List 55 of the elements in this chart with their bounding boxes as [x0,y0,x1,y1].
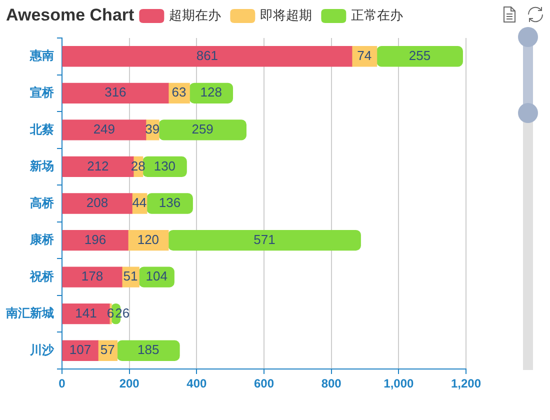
data-label: 128 [200,84,222,100]
data-label: 316 [104,84,126,100]
data-label: 130 [154,158,176,174]
y-tick-label: 北蔡 [29,122,54,136]
legend-label: 即将超期 [260,8,312,23]
data-label: 136 [158,195,181,210]
bar [62,46,352,67]
data-label: 141 [75,305,97,320]
data-label: 861 [196,48,218,63]
x-tick-label: 800 [321,376,342,391]
bar [62,82,169,104]
y-tick-label: 南汇新城 [5,306,54,320]
bar [62,266,122,288]
data-label: 571 [254,232,276,247]
bar [168,230,361,251]
bar [376,46,463,67]
data-label: 196 [84,232,106,247]
bar [62,193,132,214]
y-tick-label: 高桥 [30,196,55,210]
data-label: 104 [146,268,168,284]
bar [116,340,180,361]
data-label: 259 [192,122,214,137]
data-label: 63 [172,84,186,100]
data-label: 44 [132,195,147,210]
bar [62,340,98,361]
bar [158,120,246,140]
legend-label: 超期在办 [169,8,222,23]
legend-label: 正常在办 [351,8,404,23]
y-tick-label: 新场 [29,159,54,174]
data-label: 212 [87,158,109,174]
data-label: 208 [86,195,108,210]
data-label: 120 [137,232,160,247]
x-tick-label: 200 [119,376,140,391]
y-tick-label: 宣桥 [30,85,55,100]
data-label: 107 [69,342,92,358]
chart-title: Awesome Chart [6,6,135,25]
x-tick-label: 400 [186,376,207,391]
bar [146,193,193,214]
x-tick-label: 1,200 [450,376,482,391]
data-label: 255 [408,48,431,63]
x-tick-label: 0 [58,376,66,391]
bar [62,120,146,140]
y-tick-label: 川沙 [29,342,55,357]
x-tick-label: 1,000 [384,376,414,391]
y-tick-label: 祝桥 [29,269,55,284]
y-tick-label: 惠南 [29,48,54,63]
x-tick-label: 600 [254,376,274,391]
data-label: 57 [100,342,115,358]
data-label: 178 [81,268,104,284]
data-label: 185 [138,342,160,358]
data-label: 74 [357,48,372,63]
data-label: 249 [93,122,116,137]
y-tick-label: 康桥 [29,232,55,247]
bar [62,230,128,251]
data-label: 51 [123,268,138,284]
